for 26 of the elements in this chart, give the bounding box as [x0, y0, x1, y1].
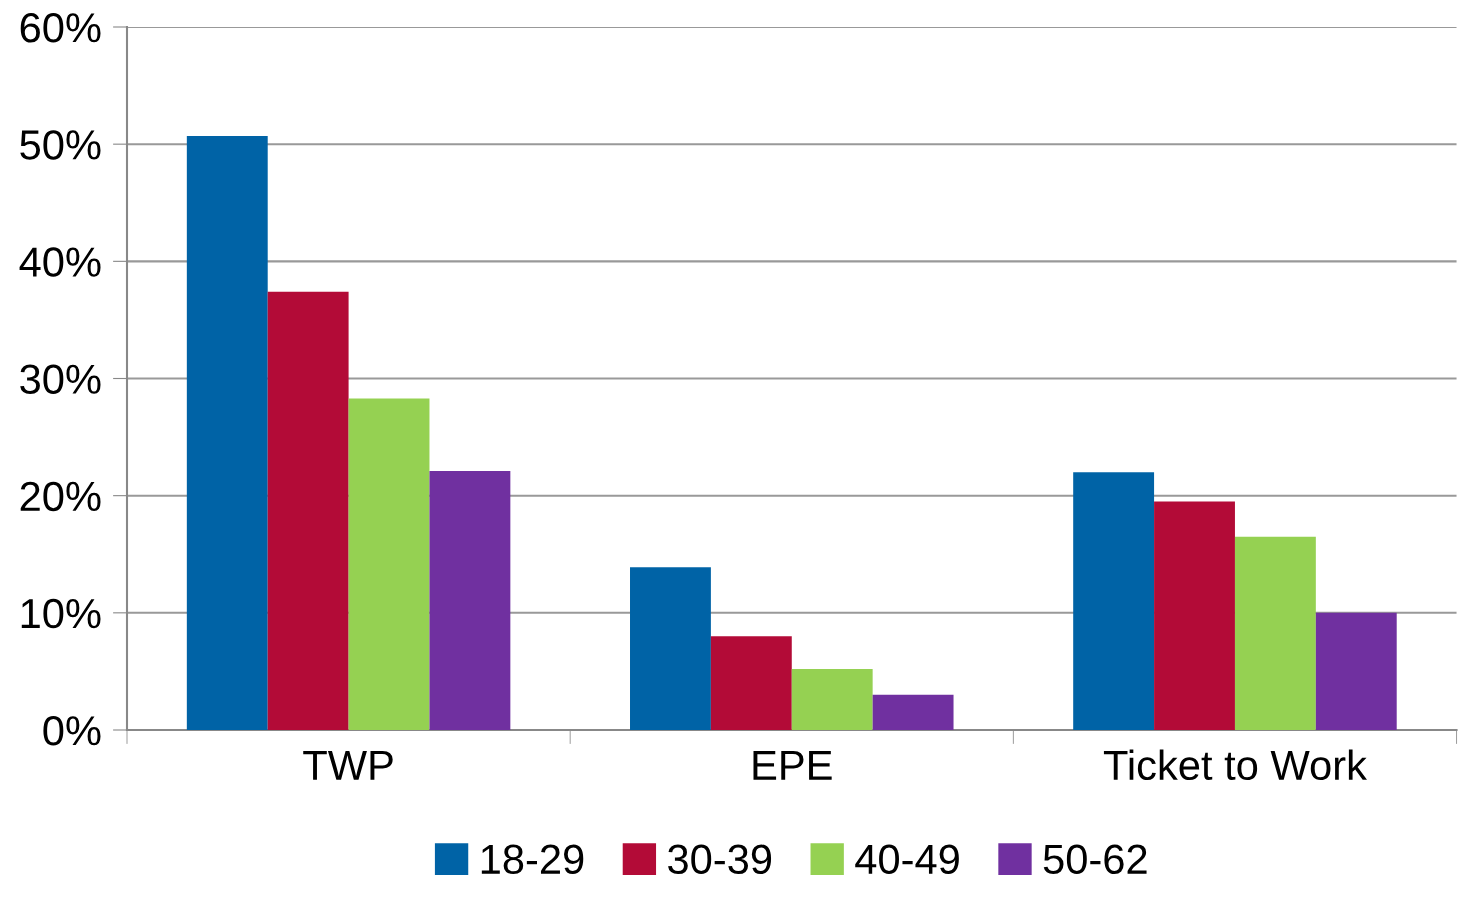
- bar: [267, 291, 349, 730]
- x-tick-label: EPE: [753, 750, 832, 780]
- bar: [710, 636, 792, 730]
- legend-label: 18-29: [481, 844, 584, 875]
- y-tick-label: 0%: [43, 716, 101, 746]
- bar: [791, 669, 873, 730]
- legend-label: 30-39: [668, 844, 772, 875]
- legend-label: 50-62: [1043, 844, 1147, 875]
- y-tick-label: 60%: [20, 13, 101, 43]
- x-tick-label: TWP: [303, 750, 393, 780]
- bar: [348, 398, 430, 730]
- y-tick-label: 10%: [21, 598, 101, 629]
- y-tick-label: 20%: [20, 481, 101, 512]
- x-tick-label: Ticket to Work: [1103, 749, 1367, 781]
- bar: [1315, 612, 1397, 730]
- bar: [186, 135, 268, 730]
- bar: [1154, 501, 1235, 730]
- bar: [1073, 472, 1155, 730]
- y-tick-label: 50%: [20, 130, 101, 160]
- y-tick-label: 30%: [20, 364, 101, 395]
- y-tick-label: 40%: [19, 247, 101, 277]
- bar: [1234, 536, 1316, 730]
- bar: [429, 471, 511, 730]
- legend-label: 40-49: [855, 844, 959, 875]
- bar: [872, 694, 954, 730]
- bar: [630, 567, 711, 730]
